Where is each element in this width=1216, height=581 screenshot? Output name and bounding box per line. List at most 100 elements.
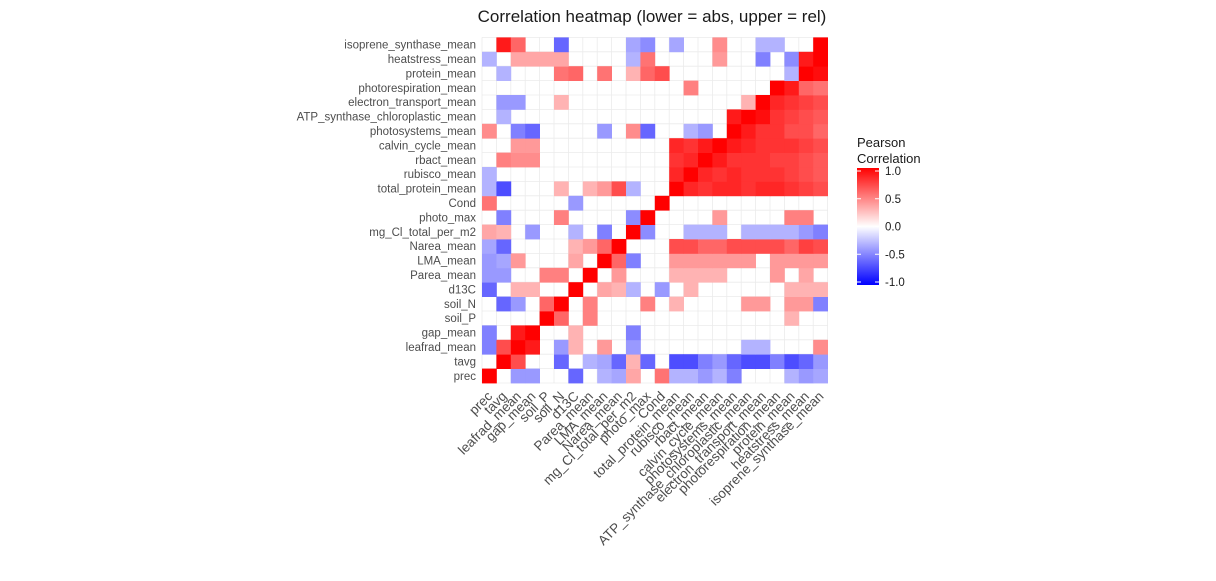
heatmap-cell-total_protein_mean-Parea_mean bbox=[582, 181, 598, 197]
heatmap-cell-leafrad_mean-tavg bbox=[496, 339, 512, 355]
heatmap-cell-photosystems_mean-photo_max bbox=[640, 123, 656, 139]
heatmap-cell-Cond-Cond bbox=[654, 195, 670, 211]
heatmap-cell-rubisco_mean-isoprene_synthase_mean bbox=[813, 167, 828, 182]
heatmap-cell-Narea_mean-rbact_mean bbox=[698, 239, 713, 254]
legend-title-line-2: Correlation bbox=[857, 151, 921, 166]
heatmap-cell-rubisco_mean-heatstress_mean bbox=[798, 167, 814, 182]
heatmap-cell-rubisco_mean-photorespiration_mean bbox=[770, 167, 785, 182]
y-tick-label-soil_N: soil_N bbox=[444, 299, 476, 311]
heatmap-cell-leafrad_mean-isoprene_synthase_mean bbox=[813, 339, 828, 355]
heatmap-cell-ATP_synthase_chloroplastic_mean-photorespiration_mean bbox=[770, 109, 785, 125]
heatmap-cell-tavg-rbact_mean bbox=[698, 354, 713, 369]
legend-tick-label: -0.5 bbox=[885, 249, 905, 261]
heatmap-cell-leafrad_mean-LMA_mean bbox=[597, 339, 612, 355]
y-tick-label-photorespiration_mean: photorespiration_mean bbox=[358, 83, 476, 95]
heatmap-cell-total_protein_mean-rbact_mean bbox=[698, 181, 713, 197]
heatmap-cell-soil_P-Parea_mean bbox=[582, 311, 598, 326]
heatmap-cell-total_protein_mean-photorespiration_mean bbox=[770, 181, 785, 197]
heatmap-cell-mg_Cl_total_per_m2-rubisco_mean bbox=[683, 224, 699, 240]
heatmap-cell-ATP_synthase_chloroplastic_mean-heatstress_mean bbox=[798, 109, 814, 125]
y-tick-label-LMA_mean: LMA_mean bbox=[417, 256, 476, 268]
heatmap-cell-photorespiration_mean-heatstress_mean bbox=[798, 80, 814, 96]
heatmap-cell-heatstress_mean-soil_P bbox=[539, 51, 555, 67]
heatmap-cell-Narea_mean-LMA_mean bbox=[597, 239, 612, 254]
heatmap-cell-tavg-isoprene_synthase_mean bbox=[813, 354, 828, 369]
heatmap-cell-isoprene_synthase_mean-photo_max bbox=[640, 37, 656, 53]
heatmap-cell-total_protein_mean-mg_Cl_total_per_m2 bbox=[626, 181, 641, 197]
heatmap-cell-tavg-calvin_cycle_mean bbox=[712, 354, 728, 369]
heatmap-cell-tavg-heatstress_mean bbox=[798, 354, 814, 369]
heatmap-cell-LMA_mean-protein_mean bbox=[784, 253, 800, 269]
legend-tick-label: 1.0 bbox=[885, 166, 901, 178]
heatmap-cell-protein_mean-isoprene_synthase_mean bbox=[813, 66, 828, 81]
heatmap-cell-Parea_mean-Parea_mean bbox=[582, 267, 598, 283]
heatmap-cell-mg_Cl_total_per_m2-photo_max bbox=[640, 224, 656, 240]
heatmap-cell-d13C-rubisco_mean bbox=[683, 282, 699, 297]
heatmap-cell-Narea_mean-protein_mean bbox=[784, 239, 800, 254]
heatmap-cell-prec-leafrad_mean bbox=[510, 368, 526, 384]
heatmap-cell-rubisco_mean-rubisco_mean bbox=[683, 167, 699, 182]
heatmap-cell-soil_N-leafrad_mean bbox=[510, 296, 526, 312]
heatmap-cell-d13C-isoprene_synthase_mean bbox=[813, 282, 828, 297]
heatmap-cell-prec-rbact_mean bbox=[698, 368, 713, 384]
heatmap-cell-photo_max-calvin_cycle_mean bbox=[712, 210, 728, 225]
heatmap-cell-isoprene_synthase_mean-mg_Cl_total_per_m2 bbox=[626, 37, 641, 53]
heatmap-cell-soil_N-isoprene_synthase_mean bbox=[813, 296, 828, 312]
heatmap-cell-tavg-tavg bbox=[496, 354, 512, 369]
heatmap-cell-tavg-rubisco_mean bbox=[683, 354, 699, 369]
heatmap-cell-photo_max-tavg bbox=[496, 210, 512, 225]
legend-tick-label: -1.0 bbox=[885, 277, 905, 289]
y-tick-label-rbact_mean: rbact_mean bbox=[415, 155, 476, 167]
heatmap-cell-mg_Cl_total_per_m2-electron_transport_mean bbox=[755, 224, 771, 240]
heatmap-cell-rubisco_mean-protein_mean bbox=[784, 167, 800, 182]
heatmap-cell-tavg-soil_N bbox=[554, 354, 569, 369]
heatmap-cell-tavg-total_protein_mean bbox=[669, 354, 684, 369]
heatmap-cell-photosystems_mean-rbact_mean bbox=[698, 123, 713, 139]
heatmap-cell-LMA_mean-calvin_cycle_mean bbox=[712, 253, 728, 269]
heatmap-cell-calvin_cycle_mean-leafrad_mean bbox=[510, 138, 526, 153]
heatmap-cell-prec-total_protein_mean bbox=[669, 368, 684, 384]
heatmap-cell-leafrad_mean-d13C bbox=[568, 339, 584, 355]
heatmap-cell-calvin_cycle_mean-ATP_synthase_chloroplastic_mean bbox=[741, 138, 756, 153]
heatmap-cell-Parea_mean-rbact_mean bbox=[698, 267, 713, 283]
y-tick-label-heatstress_mean: heatstress_mean bbox=[388, 54, 476, 66]
heatmap-cell-LMA_mean-ATP_synthase_chloroplastic_mean bbox=[741, 253, 756, 269]
heatmap-cell-heatstress_mean-mg_Cl_total_per_m2 bbox=[626, 51, 641, 67]
heatmap-cell-Narea_mean-Parea_mean bbox=[582, 239, 598, 254]
y-tick-label-total_protein_mean: total_protein_mean bbox=[378, 184, 476, 196]
heatmap-cell-electron_transport_mean-protein_mean bbox=[784, 95, 800, 110]
heatmap-cell-protein_mean-Cond bbox=[654, 66, 670, 81]
heatmap-cell-heatstress_mean-gap_mean bbox=[525, 51, 540, 67]
heatmap-cell-Narea_mean-isoprene_synthase_mean bbox=[813, 239, 828, 254]
heatmap-cell-prec-protein_mean bbox=[784, 368, 800, 384]
y-tick-label-soil_P: soil_P bbox=[445, 313, 477, 325]
heatmap-cell-isoprene_synthase_mean-tavg bbox=[496, 37, 512, 53]
heatmap-cell-protein_mean-tavg bbox=[496, 66, 512, 81]
heatmap-cell-photosystems_mean-rubisco_mean bbox=[683, 123, 699, 139]
heatmap-cell-tavg-protein_mean bbox=[784, 354, 800, 369]
heatmap-cell-d13C-protein_mean bbox=[784, 282, 800, 297]
heatmap-cell-Cond-d13C bbox=[568, 195, 584, 211]
heatmap-cell-soil_N-Parea_mean bbox=[582, 296, 598, 312]
heatmap-cell-mg_Cl_total_per_m2-heatstress_mean bbox=[798, 224, 814, 240]
heatmap-cell-tavg-ATP_synthase_chloroplastic_mean bbox=[741, 354, 756, 369]
heatmap-cell-Parea_mean-photorespiration_mean bbox=[770, 267, 785, 283]
heatmap-cell-electron_transport_mean-ATP_synthase_chloroplastic_mean bbox=[741, 95, 756, 110]
heatmap-cell-electron_transport_mean-heatstress_mean bbox=[798, 95, 814, 110]
heatmap-cell-Narea_mean-prec bbox=[482, 239, 497, 254]
heatmap-cell-LMA_mean-rbact_mean bbox=[698, 253, 713, 269]
y-tick-label-mg_Cl_total_per_m2: mg_Cl_total_per_m2 bbox=[369, 227, 476, 239]
heatmap-cell-photorespiration_mean-isoprene_synthase_mean bbox=[813, 80, 828, 96]
heatmap-cell-LMA_mean-d13C bbox=[568, 253, 584, 269]
heatmap-cell-ATP_synthase_chloroplastic_mean-photosystems_mean bbox=[726, 109, 742, 125]
heatmap-cell-prec-Narea_mean bbox=[611, 368, 627, 384]
heatmap-cell-gap_mean-mg_Cl_total_per_m2 bbox=[626, 325, 641, 341]
heatmap-cell-soil_N-electron_transport_mean bbox=[755, 296, 771, 312]
heatmap-cell-Narea_mean-photorespiration_mean bbox=[770, 239, 785, 254]
heatmap-cell-Narea_mean-calvin_cycle_mean bbox=[712, 239, 728, 254]
heatmap-cell-rubisco_mean-calvin_cycle_mean bbox=[712, 167, 728, 182]
heatmap-cell-soil_P-protein_mean bbox=[784, 311, 800, 326]
heatmap-cell-rbact_mean-isoprene_synthase_mean bbox=[813, 152, 828, 168]
heatmap-cell-electron_transport_mean-tavg bbox=[496, 95, 512, 110]
heatmap-cell-heatstress_mean-protein_mean bbox=[784, 51, 800, 67]
